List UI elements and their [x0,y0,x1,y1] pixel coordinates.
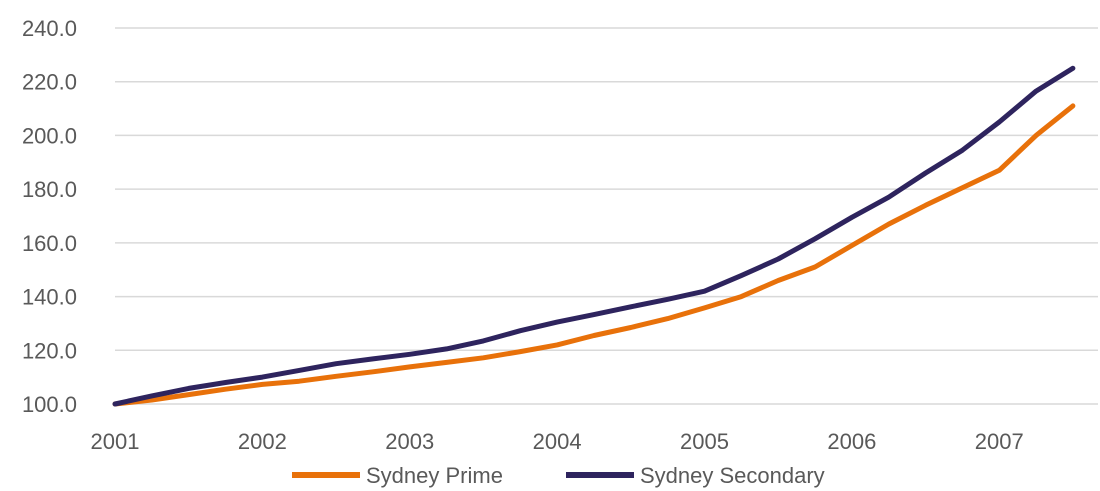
x-tick-label: 2002 [238,429,287,454]
y-tick-label: 140.0 [22,285,77,310]
legend-label-sydney-prime: Sydney Prime [366,463,503,488]
legend: Sydney Prime Sydney Secondary [292,463,825,488]
x-axis-ticks: 2001 2002 2003 2004 2005 2006 2007 [91,429,1024,454]
y-tick-label: 100.0 [22,392,77,417]
x-tick-label: 2003 [385,429,434,454]
y-axis-ticks: 100.0 120.0 140.0 160.0 180.0 200.0 220.0 240.0 [22,16,77,417]
x-tick-label: 2004 [533,429,582,454]
y-tick-label: 180.0 [22,177,77,202]
legend-label-sydney-secondary: Sydney Secondary [640,463,825,488]
y-tick-label: 240.0 [22,16,77,41]
y-tick-label: 120.0 [22,338,77,363]
y-tick-label: 220.0 [22,70,77,95]
x-tick-label: 2001 [91,429,140,454]
gridlines [115,27,1098,405]
y-tick-label: 160.0 [22,231,77,256]
x-tick-label: 2006 [827,429,876,454]
series-lines [112,65,1076,407]
series-line-sydney-secondary [112,65,1076,407]
x-tick-label: 2005 [680,429,729,454]
y-tick-label: 200.0 [22,123,77,148]
series-line-sydney-prime [112,103,1076,407]
x-tick-label: 2007 [975,429,1024,454]
